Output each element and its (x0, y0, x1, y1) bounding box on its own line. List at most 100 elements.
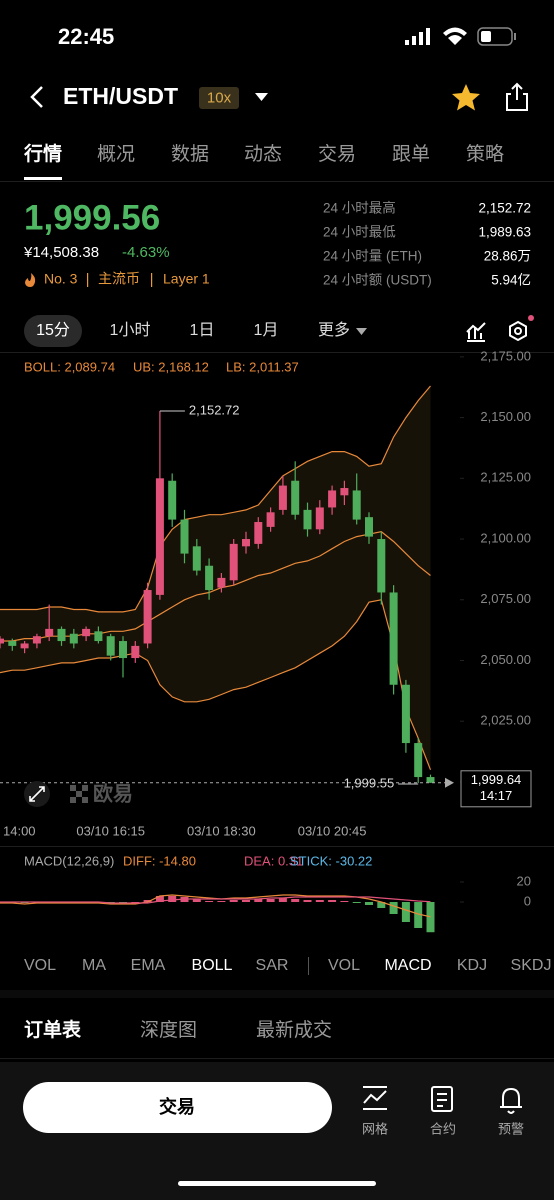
price-chart: BOLL: 2,089.74 UB: 2,168.12 LB: 2,011.37 2,… (0, 348, 532, 838)
indicator[interactable]: VOL (24, 957, 56, 974)
macd-stick (217, 901, 226, 902)
bottom-tab[interactable]: 最新成交 (256, 1019, 332, 1041)
indicator[interactable]: SAR (256, 957, 289, 974)
contract-icon[interactable] (431, 1086, 453, 1112)
alert-icon[interactable] (500, 1087, 522, 1114)
stats: 24 小时最高 2,152.72 24 小时最低 1,989.63 24 小时量 (ET… (323, 200, 531, 288)
tool-label[interactable]: 网格 (362, 1121, 388, 1136)
stat-label: 24 小时量 (ETH) (323, 249, 422, 264)
tab[interactable]: 动态 (244, 143, 282, 165)
macd-stick (155, 896, 164, 902)
favorite[interactable] (452, 84, 480, 111)
macd-stick (168, 896, 177, 902)
tool-label[interactable]: 预警 (498, 1121, 524, 1136)
indicator[interactable]: VOL (328, 957, 360, 974)
candle-body (45, 628, 54, 637)
y-tick-label: 2,125.00 (480, 470, 531, 485)
interval[interactable]: 15分 (36, 321, 70, 339)
tools: 网格 合约 预警 (362, 1121, 524, 1136)
interval[interactable]: 更多 (318, 321, 350, 339)
grid-icon[interactable] (363, 1086, 387, 1110)
tabs: 行情 概况 数据 动态 交易 跟单 策略 (23, 142, 504, 165)
pair[interactable]: ETH/USDT (63, 83, 178, 109)
macd-stick (303, 900, 312, 902)
interval[interactable]: 1小时 (110, 321, 151, 339)
logo (70, 785, 88, 803)
indicator[interactable]: MACD (384, 957, 431, 974)
separator (87, 273, 89, 287)
more-arrow (356, 328, 367, 335)
candle-body (377, 539, 386, 593)
back-button[interactable] (30, 86, 43, 108)
tab[interactable]: 行情 (23, 142, 62, 165)
macd-stick (291, 899, 300, 902)
candle-body (94, 631, 103, 642)
tag[interactable]: Layer 1 (163, 271, 210, 287)
tab[interactable]: 跟单 (392, 143, 430, 165)
tab[interactable]: 交易 (318, 143, 356, 165)
stat-label: 24 小时最低 (323, 225, 396, 240)
divider (0, 352, 554, 353)
candle-body (119, 641, 127, 659)
macd-stick (401, 902, 410, 922)
change: -4.63% (122, 244, 170, 261)
tab[interactable]: 策略 (466, 143, 504, 165)
divider (0, 846, 554, 847)
candle-body (242, 539, 250, 547)
candle-body (155, 478, 164, 595)
expand[interactable] (24, 781, 50, 807)
candle-body (340, 488, 349, 496)
y-tick-label: 2,100.00 (480, 530, 531, 545)
last-price-label: 1,999.64 (471, 772, 522, 787)
cny-price: ¥14,508.38 (23, 244, 99, 261)
trade-label[interactable]: 交易 (159, 1096, 195, 1117)
candle-body (291, 480, 300, 515)
indicator[interactable]: MA (82, 957, 106, 974)
candle-body (365, 517, 373, 537)
indicator-tabs: VOL MA EMA BOLL SAR VOL MACD KDJ SKDJ (24, 957, 551, 974)
bottom-tab[interactable]: 订单表 (24, 1018, 82, 1041)
hot-icon (25, 273, 36, 287)
interval[interactable]: 1月 (254, 322, 279, 339)
candle-body (57, 628, 66, 642)
tab[interactable]: 概况 (97, 143, 135, 165)
indicator-settings[interactable] (466, 322, 486, 342)
y-tick-label: 20 (517, 873, 531, 888)
macd-stick (389, 902, 398, 914)
indicator[interactable]: SKDJ (511, 957, 552, 974)
divider (0, 990, 554, 998)
x-tick-label: 14:00 (3, 823, 36, 838)
macd-stick (242, 900, 250, 902)
x-tick-label: 03/10 16:15 (76, 823, 145, 838)
tool-label[interactable]: 合约 (430, 1121, 456, 1136)
share[interactable] (506, 82, 528, 111)
tab-underline (24, 177, 62, 180)
indicator[interactable]: BOLL (192, 957, 233, 974)
separator (151, 273, 153, 287)
interval[interactable]: 1日 (190, 322, 215, 339)
x-tick-label: 03/10 20:45 (298, 823, 367, 838)
candle-body (217, 577, 226, 588)
macd-legend: DIFF: -14.80 (123, 853, 196, 868)
macd-stick (365, 902, 373, 905)
candle-body (0, 638, 4, 644)
y-tick-label: 0 (524, 893, 531, 908)
candle-body (389, 592, 398, 685)
separator (308, 957, 309, 975)
macd-stick (414, 902, 423, 928)
trade-button[interactable] (23, 1082, 332, 1133)
bottom-tab[interactable]: 深度图 (140, 1019, 197, 1041)
tab[interactable]: 数据 (171, 143, 209, 165)
chart-settings[interactable] (509, 315, 534, 342)
indicator[interactable]: KDJ (457, 957, 487, 974)
candle-body (426, 777, 435, 783)
tag[interactable]: 主流币 (98, 271, 140, 287)
pair-dropdown[interactable] (255, 93, 268, 101)
leverage-badge (199, 87, 239, 109)
macd-title: MACD(12,26,9) (24, 853, 114, 868)
indicator[interactable]: EMA (131, 957, 166, 974)
candle-body (69, 633, 78, 644)
candle-body (131, 645, 140, 659)
